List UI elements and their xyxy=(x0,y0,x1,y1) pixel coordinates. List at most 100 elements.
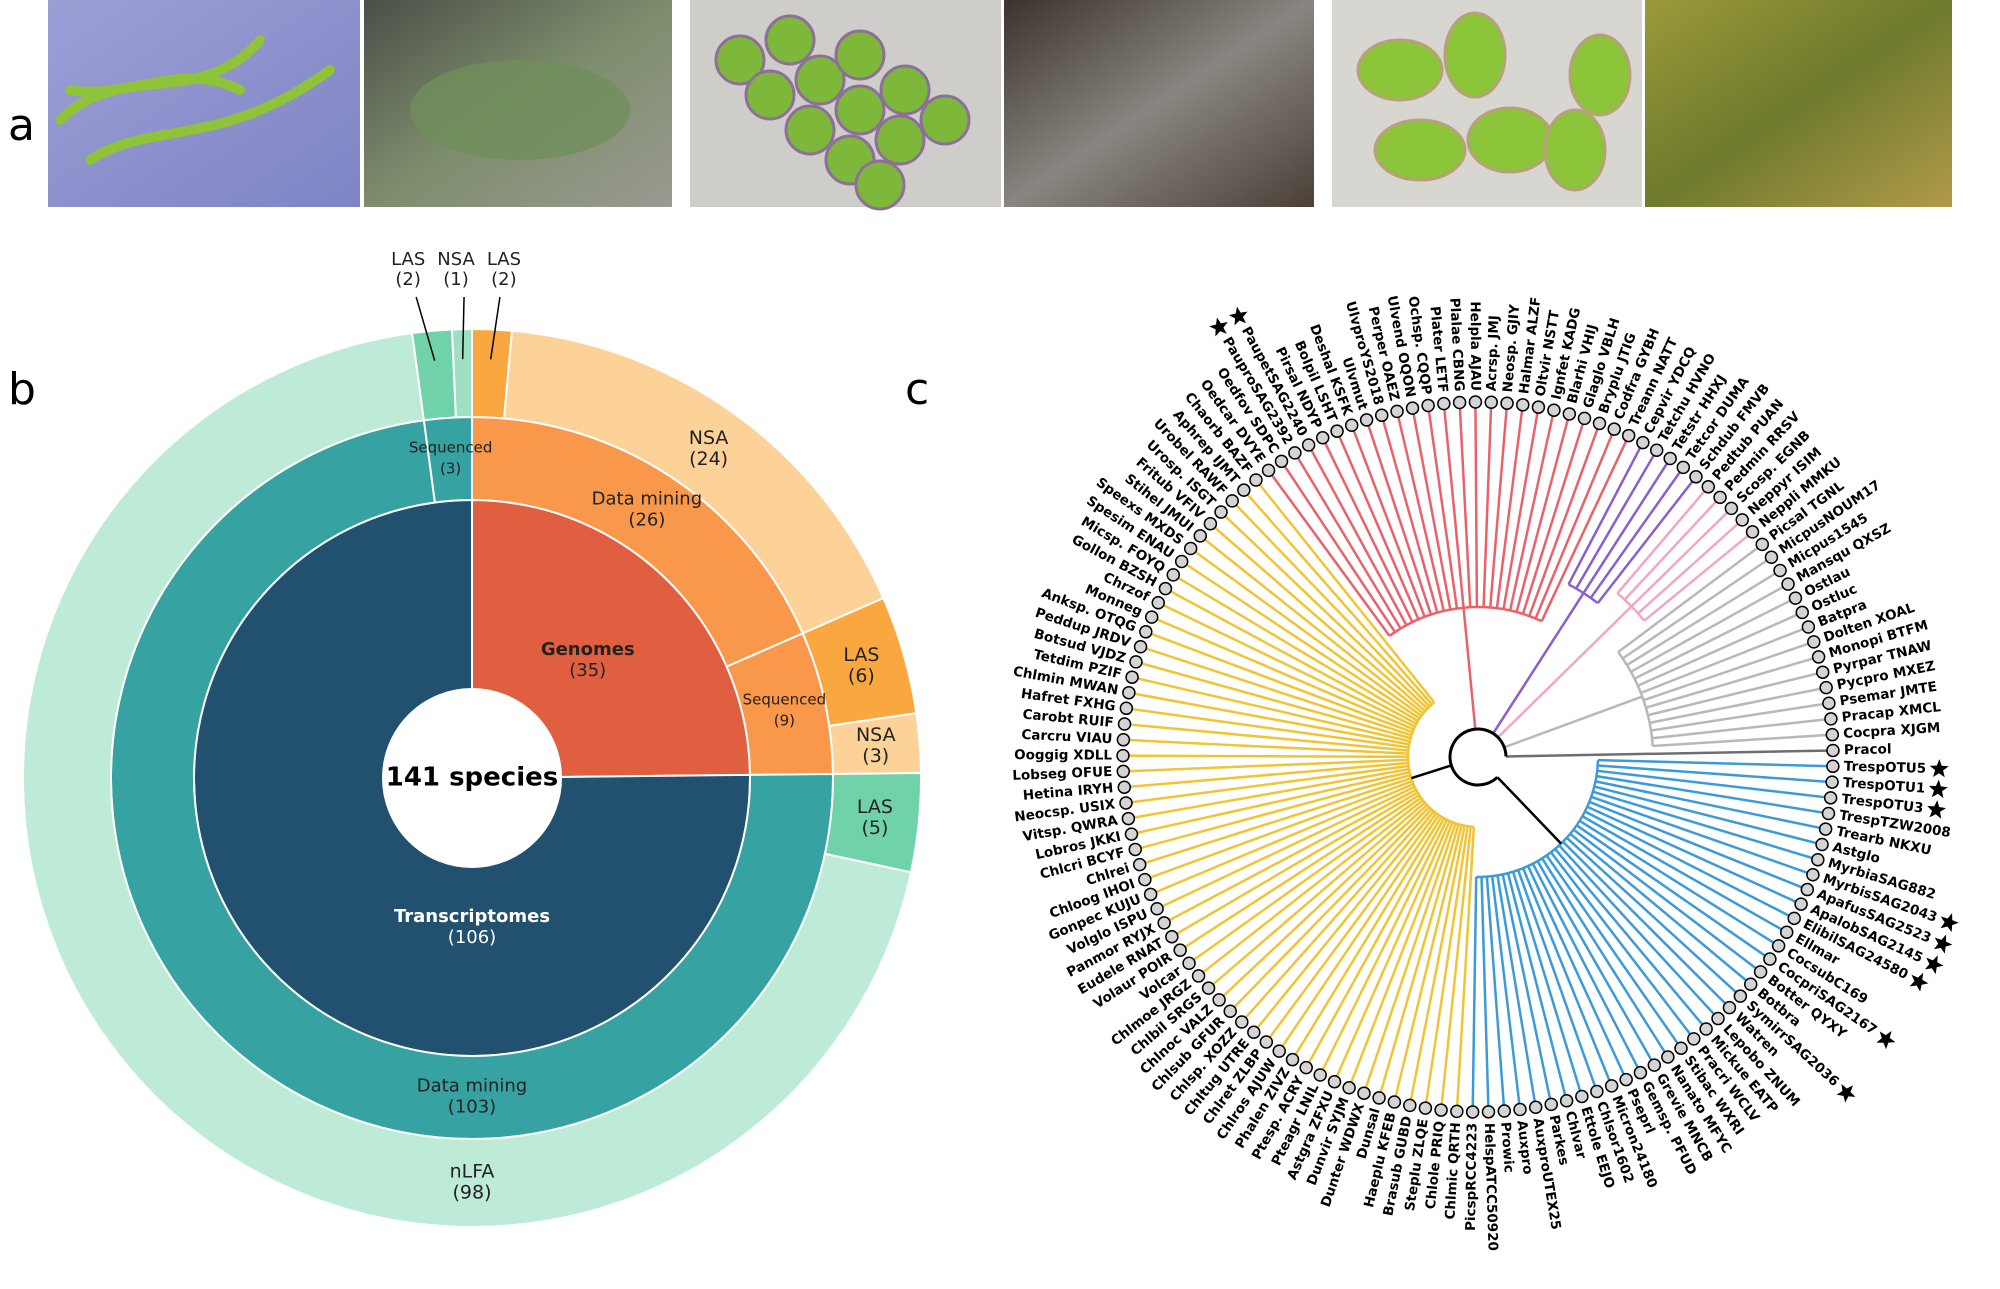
branch xyxy=(1522,867,1613,1087)
sunburst: Genomes(35)Data mining(26)LAS(2)NSA(24)S… xyxy=(22,249,922,1228)
branch xyxy=(1485,876,1506,1112)
tip-node xyxy=(1144,610,1159,624)
tip-node xyxy=(1387,1095,1402,1109)
tip-node xyxy=(1121,811,1136,826)
segment-value: (5) xyxy=(862,817,889,839)
segment-label: Genomes xyxy=(541,639,635,660)
tip-node xyxy=(1647,1058,1662,1072)
branch xyxy=(1596,476,1697,604)
leaf-label: Prowic xyxy=(1497,1121,1517,1173)
tip-node xyxy=(1528,1100,1543,1115)
tip-node xyxy=(1143,887,1158,902)
tip-node xyxy=(1755,537,1770,552)
segment-value: (103) xyxy=(448,1097,496,1118)
tip-node xyxy=(1193,529,1208,543)
tip-node xyxy=(1592,416,1607,431)
sunburst-segment xyxy=(22,331,913,1228)
branch xyxy=(1501,874,1553,1105)
tip-node xyxy=(1823,791,1838,805)
branch xyxy=(1151,615,1415,731)
star xyxy=(1929,759,1949,778)
tip-node xyxy=(1516,398,1530,412)
branch xyxy=(1229,806,1431,1013)
tip-node xyxy=(1122,685,1136,700)
stem xyxy=(1496,776,1562,845)
tip-node xyxy=(1745,525,1760,539)
branch xyxy=(1139,777,1412,866)
tip-node xyxy=(1342,1081,1356,1095)
tip-node xyxy=(1621,428,1636,443)
branch xyxy=(1231,499,1431,708)
branch xyxy=(1293,452,1402,630)
branch xyxy=(1597,769,1831,800)
branch xyxy=(1365,419,1433,615)
leaf-label: Acrsp. JMJ xyxy=(1484,315,1503,392)
branch xyxy=(1411,407,1452,610)
photos xyxy=(48,0,1952,211)
tip-node xyxy=(1531,400,1546,414)
branch xyxy=(1593,785,1823,846)
center-label: 141 species xyxy=(386,763,558,793)
branch xyxy=(1541,857,1669,1058)
tip-node xyxy=(1649,443,1664,458)
branch xyxy=(1588,800,1808,891)
branch xyxy=(1393,824,1463,1103)
branch xyxy=(1567,442,1644,585)
segment-label: LAS xyxy=(487,249,521,270)
segment-value: (2) xyxy=(491,269,517,290)
segment-value: (3) xyxy=(862,745,889,767)
leaf-label: Helpla AJAU xyxy=(1467,301,1484,391)
leaf-label: Chlmic QRTH xyxy=(1442,1122,1464,1220)
tip-node xyxy=(1301,438,1316,452)
leaf-label: Hetina IRYH xyxy=(1022,780,1114,804)
tip-node xyxy=(1661,1050,1675,1064)
tip-node xyxy=(1129,655,1143,669)
tip-node xyxy=(1811,852,1825,867)
branch xyxy=(1458,402,1472,608)
branch xyxy=(1179,794,1420,952)
tip-node xyxy=(1150,902,1164,916)
tree: TrespOTU5TrespOTU1TrespOTU3TrespTZW2008T… xyxy=(1012,294,1959,1251)
branch xyxy=(1124,722,1409,752)
branch xyxy=(1597,758,1833,768)
branch xyxy=(1595,780,1826,831)
branch xyxy=(1347,821,1454,1089)
branch xyxy=(1242,489,1433,706)
tip-node xyxy=(1577,411,1592,426)
branch xyxy=(1424,826,1469,1109)
branch xyxy=(1528,423,1601,617)
leaf-label: Auxpro xyxy=(1513,1119,1535,1175)
sunburst-segment xyxy=(450,327,473,419)
segment-label: NSA xyxy=(856,724,896,746)
tip-node xyxy=(1711,1011,1725,1026)
tip-node xyxy=(1133,639,1148,654)
tip-node xyxy=(1247,1025,1261,1040)
leaf-label: Cocpra XJGM xyxy=(1843,720,1941,742)
branch xyxy=(1521,417,1586,615)
photo-detail xyxy=(1356,11,1632,192)
tip-node xyxy=(1787,911,1801,926)
tip-node xyxy=(1663,451,1677,466)
branch xyxy=(1549,851,1695,1040)
tip-node xyxy=(1818,822,1833,836)
branch xyxy=(1651,717,1832,740)
tip-node xyxy=(1330,424,1344,438)
segment-value: (35) xyxy=(569,660,606,681)
segment-label: nLFA xyxy=(450,1161,495,1183)
branch xyxy=(1395,411,1446,612)
branch xyxy=(1333,820,1451,1083)
branch xyxy=(1540,435,1630,622)
leaf-label: Plalae CBNG xyxy=(1446,297,1467,392)
segment-value: (24) xyxy=(689,448,728,470)
segment-label: LAS xyxy=(843,644,879,666)
branch xyxy=(1592,790,1819,861)
branch xyxy=(1131,770,1410,836)
tip-node xyxy=(1274,454,1289,469)
photo xyxy=(1004,0,1314,207)
tip-node xyxy=(1452,395,1467,410)
segment-value: (9) xyxy=(774,711,795,729)
star xyxy=(1933,934,1953,954)
branch xyxy=(1150,782,1414,896)
